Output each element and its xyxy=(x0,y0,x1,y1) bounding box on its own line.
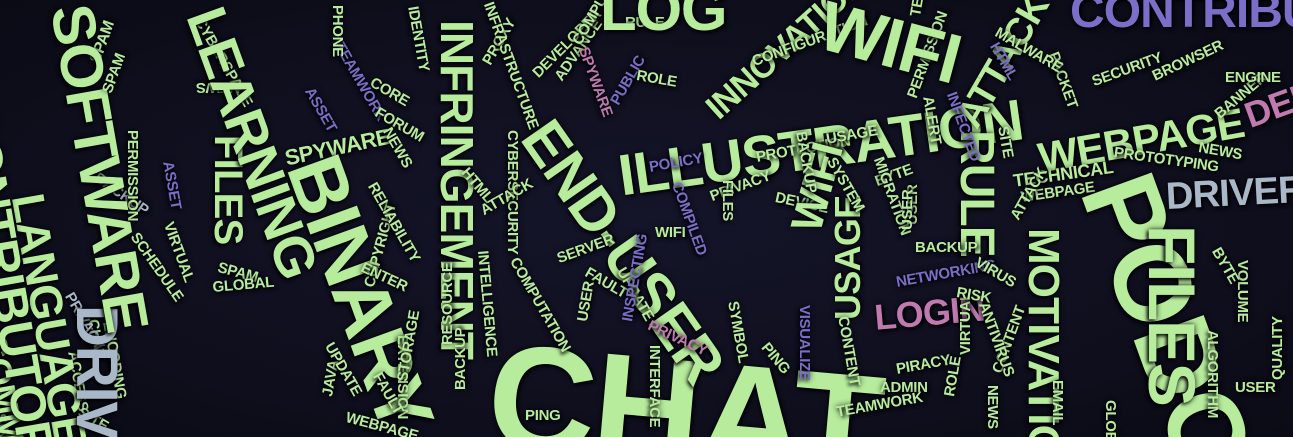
word: CONTRIBUTOR xyxy=(1070,0,1293,38)
word: FILES xyxy=(719,180,736,222)
word: INTERFACE xyxy=(646,345,663,428)
word: WIFI xyxy=(655,224,686,241)
word: USER xyxy=(1235,379,1276,396)
word: NEWS xyxy=(984,385,1001,429)
word: PIRACY xyxy=(894,351,952,378)
word: IDENTITY xyxy=(404,4,433,73)
word: ADMIN xyxy=(880,379,928,396)
word: ROLE xyxy=(635,67,679,91)
word: PING xyxy=(525,407,561,424)
word: USAGE xyxy=(827,195,868,320)
word: LOG xyxy=(600,0,728,43)
word: BACKUP xyxy=(452,327,469,390)
word: USER xyxy=(899,189,916,230)
word: USER xyxy=(574,279,598,323)
word: ENGINE xyxy=(1225,69,1281,86)
word: QUALITY xyxy=(1269,316,1286,380)
word: ASSET xyxy=(159,159,185,211)
word: RULE xyxy=(625,14,665,31)
word: GLOBAL xyxy=(211,273,275,296)
word: FILES xyxy=(1135,225,1209,406)
word: VIRUS xyxy=(972,254,1019,292)
word: ASSET xyxy=(301,84,341,136)
word: SPYWARE xyxy=(574,44,616,119)
word: VISUALIZE xyxy=(796,305,813,381)
word: GLOBAL xyxy=(1102,400,1119,437)
word: EMAIL xyxy=(1049,380,1066,426)
word: BACKUP xyxy=(915,239,978,256)
word: PHONE xyxy=(329,5,346,57)
